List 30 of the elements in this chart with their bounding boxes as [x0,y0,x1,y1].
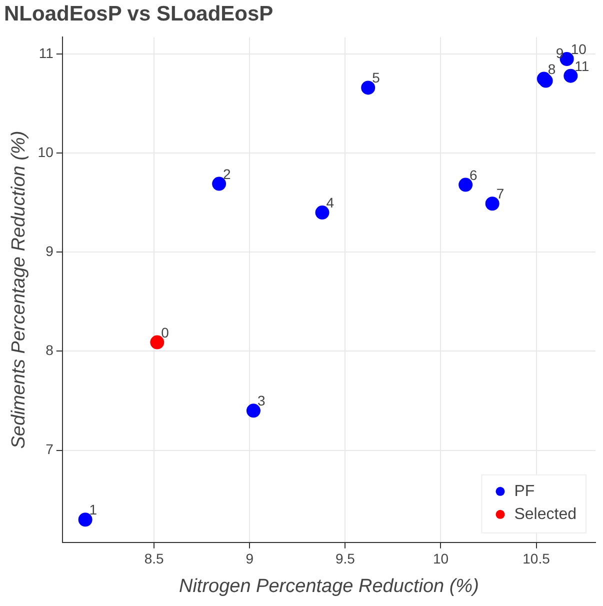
legend-label: Selected [514,506,576,523]
annotation: 7 [496,186,504,202]
annotation: 9 [556,44,564,61]
annotation: 1 [89,502,98,518]
y-axis-title: Sediments Percentage Reduction (%) [8,130,30,449]
point [315,206,330,220]
y-tick-label: 10 [38,144,54,160]
annotation: 6 [470,166,478,183]
annotation: 4 [326,194,334,211]
x-tick-label: 9.5 [335,550,356,567]
annotation: 2 [223,166,232,182]
y-tick-label: 8 [46,342,54,358]
annotation: 5 [372,70,380,86]
annotation: 0 [161,324,170,340]
x-tick-label: 8.5 [144,550,164,567]
x-tick-label: 10 [432,550,449,567]
y-tick-label: 9 [46,243,54,260]
legend-label: PF [514,482,535,500]
annotation: 8 [548,60,556,77]
x-tick-label: 9 [246,550,254,567]
x-tick-label: 10.5 [522,550,550,567]
annotation: 10 [570,40,587,57]
y-tick-label: 7 [46,441,54,458]
point [485,196,500,211]
point [78,512,92,527]
y-tick-label: 11 [38,44,54,61]
annotation: 11 [574,58,590,74]
x-axis-title: Nitrogen Percentage Reduction (%) [178,576,479,597]
annotation: 3 [257,392,266,409]
chart-title: NLoadEosP vs SLoadEosP [4,2,274,26]
